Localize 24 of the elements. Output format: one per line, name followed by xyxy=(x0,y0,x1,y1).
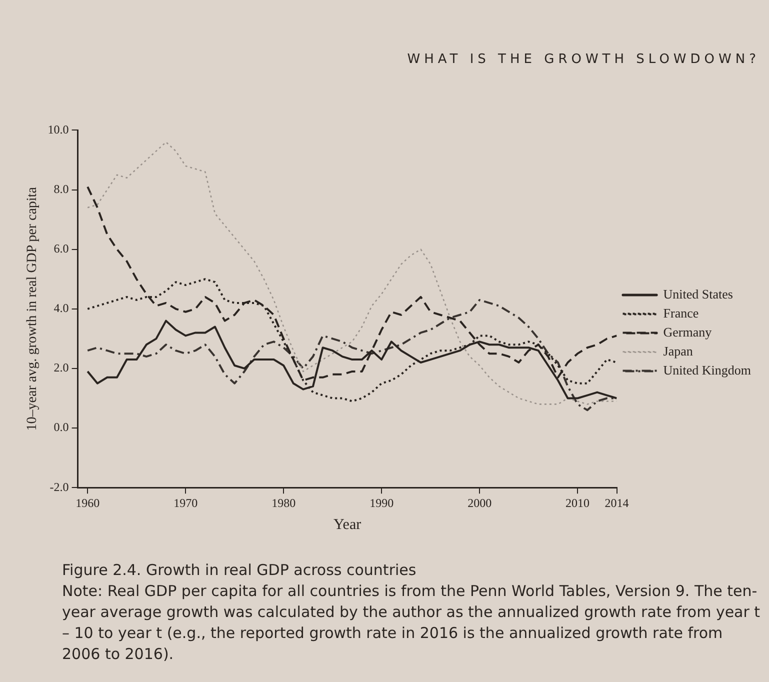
text: WHAT IS THE GROWTH SLOWDOWN? xyxy=(406,52,760,67)
x-tick-label: 1960 xyxy=(76,496,100,510)
y-tick-label: 2.0 xyxy=(54,360,69,375)
x-tick-label: 1980 xyxy=(272,496,296,510)
legend-label: France xyxy=(663,305,699,320)
text: Note: Real GDP per capita for all countries is from the Penn World Tables, Version 9. The ten-year average growth was calculated by the author as the annualized growth rate from year t – 10 to year t (e.g., the reported growth rate in 2016 is the annualized growth rate from 2006 to 2016). xyxy=(62,581,762,665)
y-tick-label: 8.0 xyxy=(54,182,69,196)
y-tick-label: 6.0 xyxy=(54,241,69,256)
y-tick-label: 4.0 xyxy=(54,301,69,316)
text: Figure 2.4. Growth in real GDP across countries xyxy=(62,561,416,579)
legend-label: United States xyxy=(663,286,733,302)
y-axis-title: 10–year avg. growth in real GDP per capita xyxy=(25,186,40,431)
x-axis-title: Year xyxy=(333,516,362,533)
y-tick-label: 0.0 xyxy=(54,420,69,434)
y-tick-label: -2.0 xyxy=(50,480,69,494)
x-tick-label: 2000 xyxy=(468,496,492,510)
x-tick-label: 2014 xyxy=(604,496,629,510)
legend-label: United Kingdom xyxy=(663,362,752,378)
legend-label: Germany xyxy=(663,324,712,340)
x-tick-label: 1990 xyxy=(370,496,394,510)
y-tick-label: 10.0 xyxy=(48,122,69,136)
x-tick-label: 1970 xyxy=(174,496,198,510)
x-tick-label: 2010 xyxy=(566,496,590,510)
legend-label: Japan xyxy=(663,343,694,358)
